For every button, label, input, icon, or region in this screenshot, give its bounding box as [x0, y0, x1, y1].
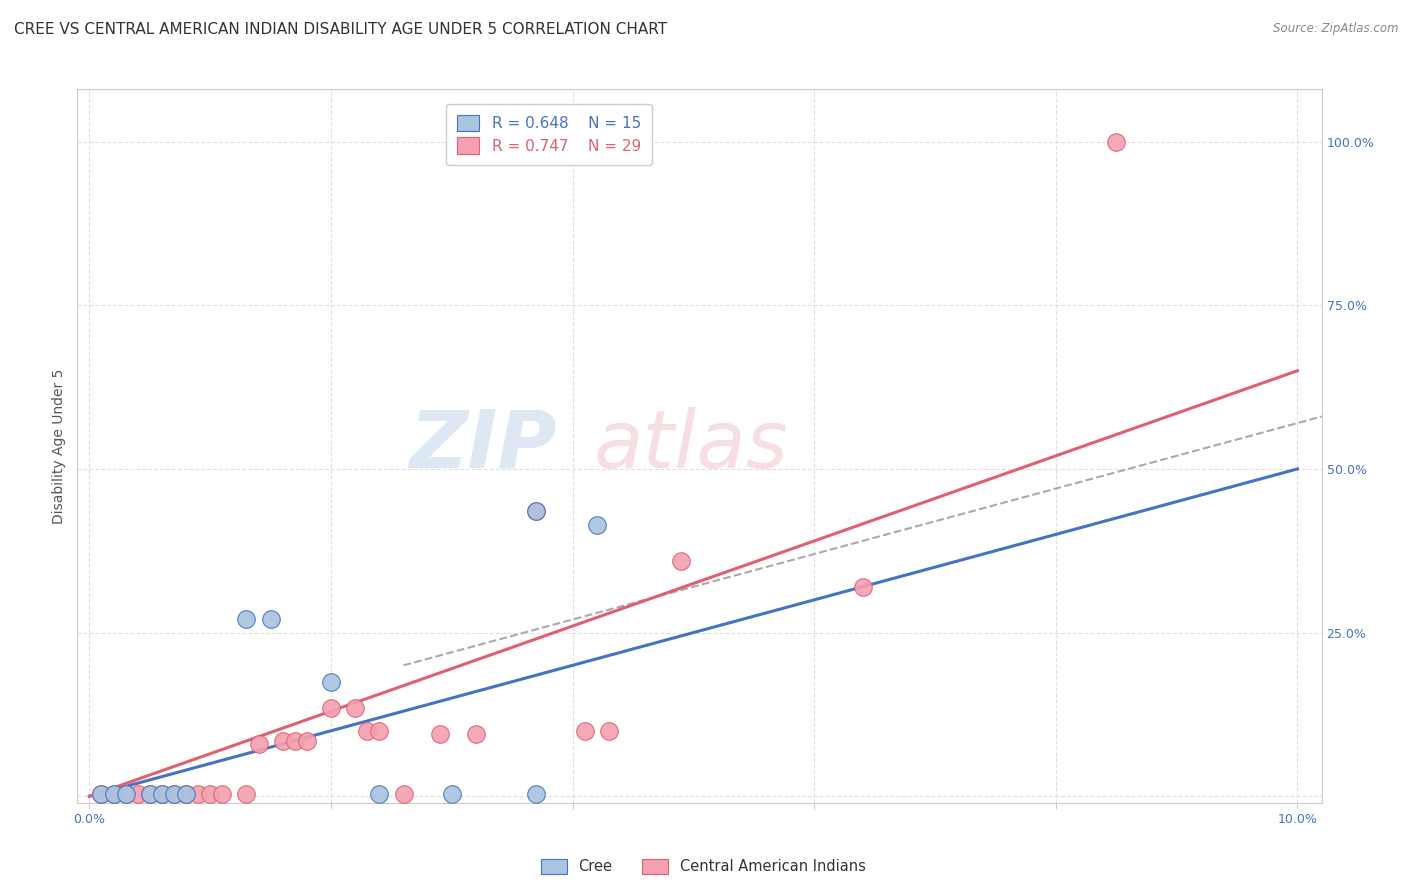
Point [429, 727, 451, 741]
Point [174, 787, 197, 801]
Point [598, 723, 620, 738]
Point [1105, 135, 1128, 149]
Point [574, 723, 596, 738]
Point [139, 787, 162, 801]
Legend: R = 0.648    N = 15, R = 0.747    N = 29: R = 0.648 N = 15, R = 0.747 N = 29 [446, 104, 651, 165]
Point [284, 733, 307, 747]
Point [174, 787, 197, 801]
Text: ZIP: ZIP [409, 407, 557, 485]
Point [127, 787, 149, 801]
Point [259, 612, 281, 626]
Point [585, 517, 607, 532]
Point [526, 787, 548, 801]
Point [139, 787, 162, 801]
Text: CREE VS CENTRAL AMERICAN INDIAN DISABILITY AGE UNDER 5 CORRELATION CHART: CREE VS CENTRAL AMERICAN INDIAN DISABILI… [14, 22, 668, 37]
Point [465, 727, 488, 741]
Point [247, 737, 270, 751]
Point [526, 504, 548, 518]
Point [235, 612, 257, 626]
Point [150, 787, 173, 801]
Point [211, 787, 233, 801]
Text: atlas: atlas [593, 407, 789, 485]
Point [200, 787, 222, 801]
Point [271, 733, 294, 747]
Y-axis label: Disability Age Under 5: Disability Age Under 5 [52, 368, 66, 524]
Point [163, 787, 186, 801]
Point [90, 787, 112, 801]
Point [392, 787, 415, 801]
Point [344, 701, 367, 715]
Point [440, 787, 463, 801]
Point [368, 787, 391, 801]
Point [368, 723, 391, 738]
Point [103, 787, 125, 801]
Point [114, 787, 136, 801]
Point [114, 787, 136, 801]
Point [103, 787, 125, 801]
Point [235, 787, 257, 801]
Point [295, 733, 318, 747]
Point [319, 701, 342, 715]
Point [90, 787, 112, 801]
Point [671, 553, 693, 567]
Point [163, 787, 186, 801]
Text: Source: ZipAtlas.com: Source: ZipAtlas.com [1274, 22, 1399, 36]
Point [319, 674, 342, 689]
Point [187, 787, 209, 801]
Point [526, 504, 548, 518]
Legend: Cree, Central American Indians: Cree, Central American Indians [534, 853, 872, 880]
Point [851, 580, 873, 594]
Point [356, 723, 378, 738]
Point [150, 787, 173, 801]
